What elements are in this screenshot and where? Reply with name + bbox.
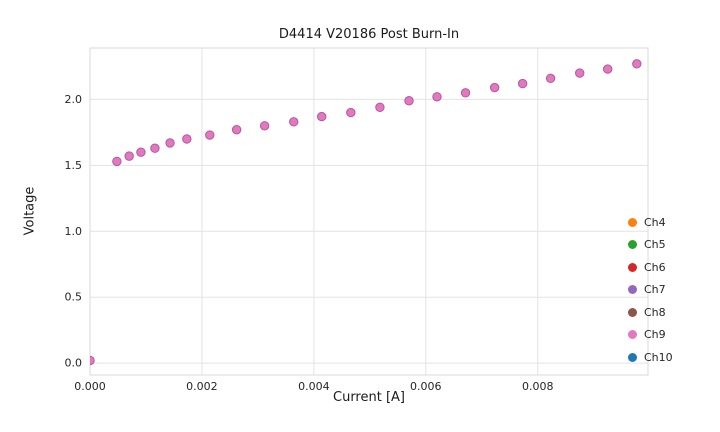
data-point <box>545 73 556 84</box>
y-tick-label: 1.5 <box>65 159 83 172</box>
x-tick-label: 0.008 <box>522 380 554 393</box>
legend-item-ch6: Ch6 <box>628 256 673 279</box>
data-point <box>124 151 134 161</box>
y-tick-label: 0.5 <box>65 291 83 304</box>
plot-area <box>90 48 648 375</box>
data-point <box>289 117 299 127</box>
legend-label: Ch5 <box>644 238 666 252</box>
x-axis-label: Current [A] <box>333 390 405 405</box>
plot-border <box>89 47 649 376</box>
legend-item-ch5: Ch5 <box>628 234 673 257</box>
data-point <box>375 102 385 113</box>
legend-label: Ch8 <box>644 305 666 319</box>
legend-label: Ch9 <box>644 328 666 342</box>
data-point <box>632 59 642 69</box>
legend-marker-ch8-icon <box>628 307 637 317</box>
data-point <box>112 156 122 167</box>
data-point <box>432 92 442 102</box>
data-point <box>489 82 500 93</box>
x-tick-label: 0.006 <box>410 380 442 393</box>
legend-item-ch9: Ch9 <box>628 324 673 347</box>
y-axis-label: Voltage <box>22 186 38 236</box>
chart-title: D4414 V20186 Post Burn-In <box>278 27 460 42</box>
legend-label: Ch10 <box>644 350 673 364</box>
data-point <box>404 96 414 106</box>
legend-item-ch8: Ch8 <box>628 301 673 324</box>
data-point <box>346 107 356 118</box>
legend-marker-ch5-icon <box>628 240 637 250</box>
y-tick-label: 1.0 <box>65 225 83 238</box>
legend: Ch4 Ch5 Ch6 Ch7 Ch8 Ch9 Ch10 <box>628 211 673 369</box>
legend-label: Ch7 <box>644 283 666 297</box>
data-point <box>575 68 585 78</box>
data-point <box>165 138 175 148</box>
legend-marker-ch6-icon <box>628 262 637 272</box>
data-point <box>205 130 215 140</box>
x-tick-label: 0.000 <box>74 380 106 393</box>
legend-item-ch7: Ch7 <box>628 279 673 302</box>
data-point <box>150 143 160 153</box>
y-tick-label: 2.0 <box>65 93 83 106</box>
x-tick-label: 0.004 <box>298 380 330 393</box>
data-point <box>517 78 528 89</box>
data-points-layer <box>90 59 642 366</box>
legend-marker-ch9-icon <box>628 330 637 340</box>
data-point <box>231 125 242 135</box>
legend-marker-ch4-icon <box>628 217 637 227</box>
data-point <box>317 111 327 122</box>
data-point <box>182 134 192 144</box>
data-point <box>259 121 270 131</box>
legend-marker-ch7-icon <box>628 285 637 295</box>
data-point <box>603 64 613 74</box>
y-tick-label: 0.0 <box>65 357 83 370</box>
legend-item-ch10: Ch10 <box>628 346 673 369</box>
data-point <box>90 355 95 366</box>
legend-marker-ch10-icon <box>628 352 637 362</box>
x-tick-label: 0.002 <box>186 380 218 393</box>
data-point <box>136 147 146 157</box>
data-point <box>460 88 471 98</box>
legend-label: Ch6 <box>644 260 666 274</box>
legend-label: Ch4 <box>644 215 666 229</box>
legend-item-ch4: Ch4 <box>628 211 673 234</box>
